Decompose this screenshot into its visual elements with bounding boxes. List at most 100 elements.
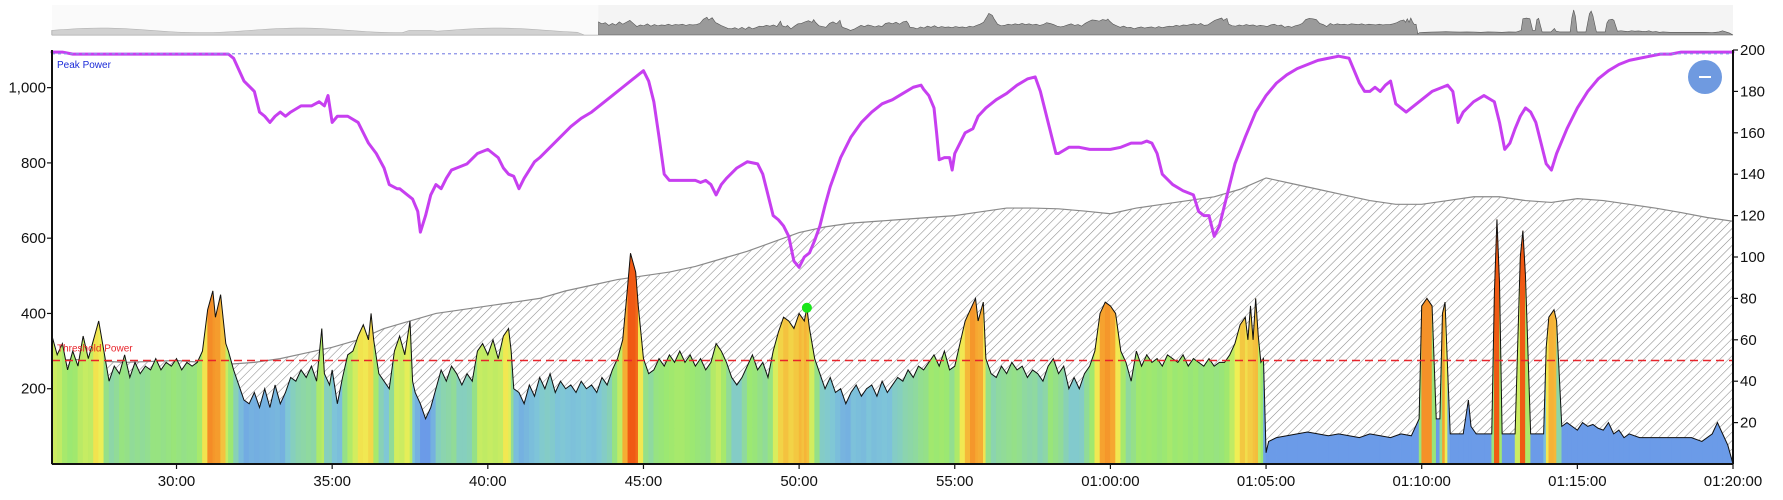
- power-band-134: [715, 342, 722, 465]
- power-band-253: [1317, 433, 1329, 465]
- x-tick-label-7: 01:05:00: [1237, 473, 1295, 490]
- peak-power-label: Peak Power: [57, 60, 112, 71]
- power-band-17: [139, 365, 146, 465]
- power-band-255: [1338, 433, 1350, 465]
- power-band-122: [653, 358, 660, 465]
- power-band-248: [1268, 437, 1277, 465]
- overview-dim-left[interactable]: [52, 5, 599, 35]
- power-band-143: [762, 362, 769, 465]
- power-band-308: [1623, 433, 1630, 465]
- power-band-202: [1053, 358, 1059, 465]
- power-band-278: [1483, 433, 1493, 465]
- x-tick-label-5: 55:00: [936, 473, 974, 490]
- power-band-21: [160, 361, 167, 465]
- x-axis-ticks: 30:00 35:00 40:00 45:00 50:00 55:00 01:00:00 01…: [158, 464, 1762, 490]
- power-band-203: [1058, 365, 1065, 465]
- power-band-26: [186, 361, 193, 465]
- power-band-306: [1613, 429, 1620, 465]
- y-axis-left-ticks: 200 400 600 800 1,000: [8, 80, 52, 398]
- axes: 30:00 35:00 40:00 45:00 50:00 55:00 01:00:00 01…: [8, 42, 1765, 490]
- peak-power-curve: [50, 50, 1735, 269]
- threshold-power-label: Threshold Power: [57, 344, 133, 355]
- x-tick-label-1: 35:00: [313, 473, 351, 490]
- power-band-258: [1369, 433, 1381, 465]
- power-band-24: [176, 358, 183, 465]
- power-band-209: [1089, 350, 1096, 465]
- power-band-208: [1084, 365, 1090, 465]
- power-band-213: [1110, 304, 1116, 465]
- power-band-222: [1156, 357, 1163, 465]
- power-band-165: [866, 384, 873, 465]
- power-band-234: [1219, 362, 1225, 465]
- power-band-290: [1538, 433, 1544, 465]
- power-band-127: [679, 350, 686, 465]
- power-band-27: [191, 361, 198, 465]
- power-band-84: [466, 372, 473, 465]
- power-band-312: [1660, 437, 1672, 465]
- power-band-23: [171, 357, 177, 465]
- power-band-120: [643, 358, 649, 465]
- power-band-48: [295, 369, 302, 465]
- overview-strip[interactable]: [51, 5, 1734, 36]
- power-band-236: [1229, 343, 1236, 465]
- power-band-86: [477, 342, 483, 465]
- power-band-297: [1566, 422, 1573, 465]
- x-tick-label-6: 01:00:00: [1081, 473, 1139, 490]
- power-band-54: [324, 373, 330, 465]
- power-band-164: [861, 387, 867, 465]
- power-band-200: [1042, 366, 1049, 465]
- power-band-172: [902, 369, 909, 465]
- power-band-138: [736, 376, 743, 465]
- power-band-146: [778, 317, 784, 465]
- y-axis-right-ticks: 20 40 60 80 100 120 140 160 180 200: [1733, 42, 1765, 432]
- power-band-260: [1390, 433, 1402, 465]
- power-band-1: [56, 343, 63, 465]
- power-band-313: [1670, 437, 1682, 465]
- power-band-16: [134, 362, 141, 465]
- power-band-166: [871, 384, 878, 465]
- power-band-310: [1639, 437, 1651, 465]
- power-band-221: [1151, 358, 1158, 465]
- power-band-38: [243, 399, 250, 465]
- main-plot: Peak Power Threshold Power: [50, 50, 1735, 465]
- power-band-267: [1435, 418, 1441, 465]
- y-left-tick-label-3: 800: [21, 155, 46, 172]
- power-band-169: [887, 383, 893, 465]
- collapse-button[interactable]: [1688, 60, 1722, 94]
- power-band-142: [757, 361, 764, 465]
- power-band-302: [1592, 423, 1599, 465]
- power-band-126: [674, 350, 681, 465]
- power-band-205: [1068, 377, 1075, 465]
- power-band-162: [850, 383, 857, 465]
- power-band-197: [1027, 368, 1033, 465]
- power-band-66: [378, 372, 385, 465]
- power-band-286: [1519, 230, 1524, 465]
- power-band-293: [1548, 308, 1555, 465]
- power-band-223: [1161, 354, 1168, 465]
- y-right-tick-label-4: 100: [1740, 249, 1765, 266]
- power-band-237: [1234, 324, 1241, 465]
- power-band-137: [731, 376, 738, 465]
- power-band-273: [1457, 433, 1464, 465]
- power-outline: [51, 219, 1734, 465]
- y-right-tick-label-0: 20: [1740, 415, 1757, 432]
- power-band-196: [1021, 366, 1028, 465]
- power-band-69: [394, 335, 400, 465]
- power-band-111: [601, 376, 608, 465]
- power-band-12: [113, 365, 120, 465]
- y-right-tick-label-6: 140: [1740, 166, 1765, 183]
- power-band-49: [300, 368, 307, 465]
- x-tick-label-10: 01:20:00: [1704, 473, 1762, 490]
- power-band-107: [580, 380, 587, 465]
- power-band-70: [399, 335, 406, 465]
- power-band-47: [290, 376, 297, 465]
- power-band-186: [975, 298, 979, 465]
- power-band-284: [1509, 433, 1516, 465]
- power-band-219: [1141, 354, 1148, 465]
- power-band-259: [1379, 435, 1391, 465]
- power-band-125: [669, 353, 675, 465]
- power-band-151: [801, 316, 805, 465]
- power-band-145: [772, 332, 779, 465]
- data-point-marker[interactable]: [801, 302, 812, 313]
- power-band-168: [881, 381, 888, 465]
